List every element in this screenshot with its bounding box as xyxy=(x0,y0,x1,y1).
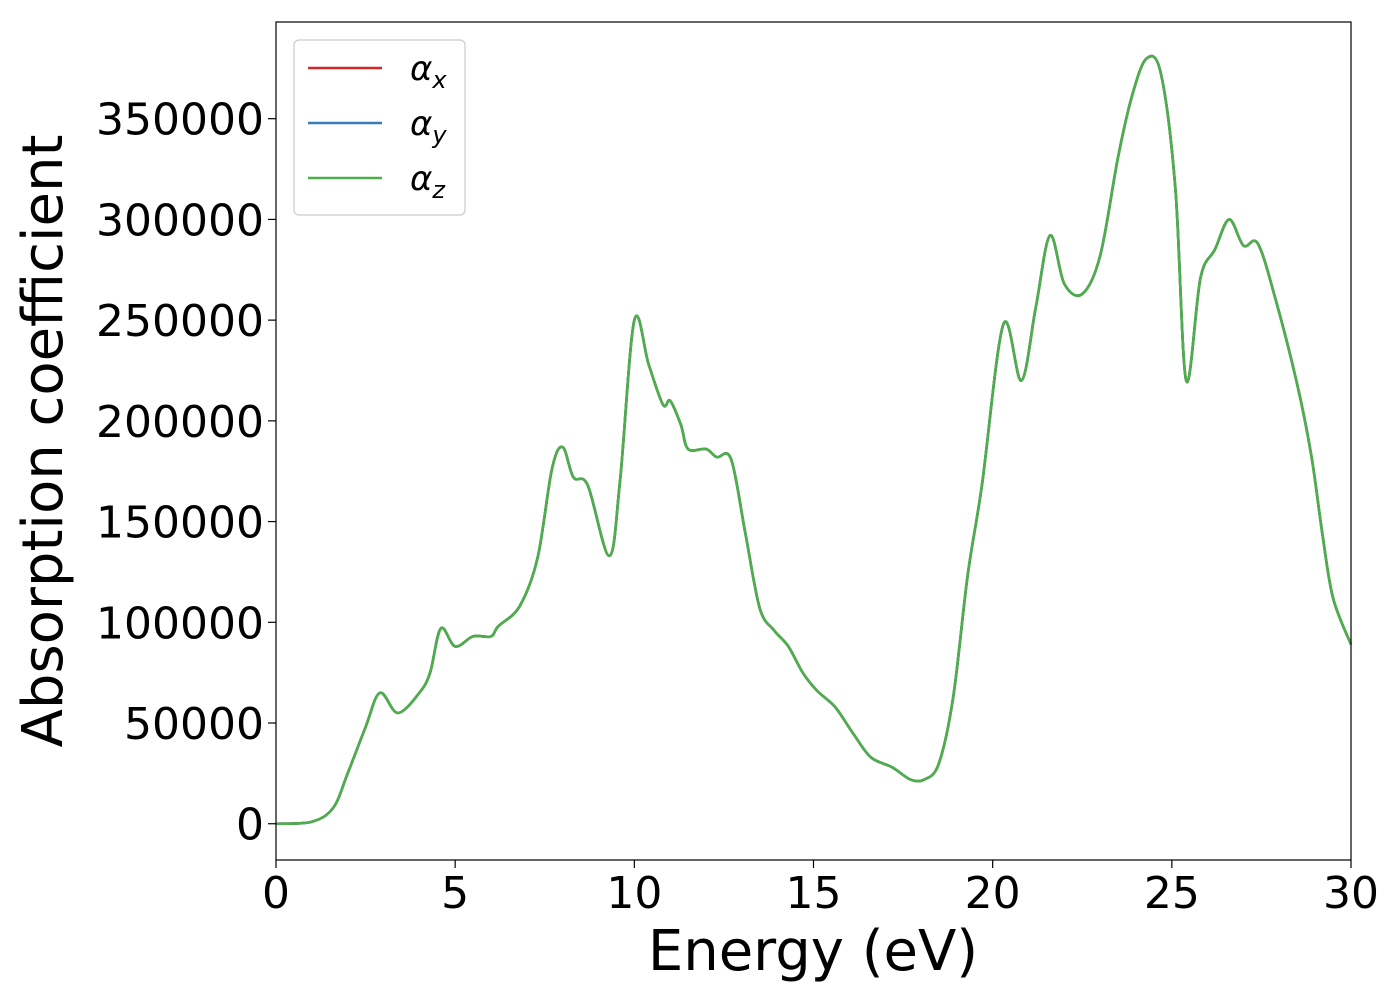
legend-symbol: α xyxy=(410,159,432,199)
legend-subscript: z xyxy=(431,176,446,204)
x-tick-label: 0 xyxy=(262,868,290,919)
y-tick-label: 350000 xyxy=(96,95,264,146)
y-tick-label: 0 xyxy=(236,800,264,851)
y-axis-label: Absorption coefficient xyxy=(11,135,76,748)
legend-box xyxy=(293,39,466,216)
legend-label-x: αx xyxy=(410,49,447,94)
y-axis-ticks: 0 50000 100000 150000 200000 250000 300000 3500… xyxy=(96,95,276,851)
series-layer xyxy=(275,54,1353,826)
x-tick-label: 10 xyxy=(606,868,662,919)
legend-subscript: y xyxy=(431,121,447,149)
legend-symbol: α xyxy=(410,104,432,144)
legend-label-z: αz xyxy=(410,159,446,204)
x-axis-ticks: 0 5 10 15 20 25 30 xyxy=(262,860,1379,919)
x-axis-label: Energy (eV) xyxy=(648,919,978,984)
x-tick-label: 30 xyxy=(1323,868,1379,919)
y-tick-label: 300000 xyxy=(96,195,264,246)
x-tick-label: 20 xyxy=(965,868,1021,919)
legend-symbol: α xyxy=(410,49,432,89)
y-tick-label: 150000 xyxy=(96,498,264,549)
series-line-z xyxy=(275,54,1353,826)
legend-label-y: αy xyxy=(410,104,447,149)
x-tick-label: 25 xyxy=(1144,868,1200,919)
y-tick-label: 200000 xyxy=(96,397,264,448)
y-tick-label: 250000 xyxy=(96,296,264,347)
legend-subscript: x xyxy=(431,66,447,94)
x-tick-label: 15 xyxy=(786,868,842,919)
y-tick-label: 100000 xyxy=(96,598,264,649)
y-tick-label: 50000 xyxy=(124,699,264,750)
x-tick-label: 5 xyxy=(441,868,469,919)
